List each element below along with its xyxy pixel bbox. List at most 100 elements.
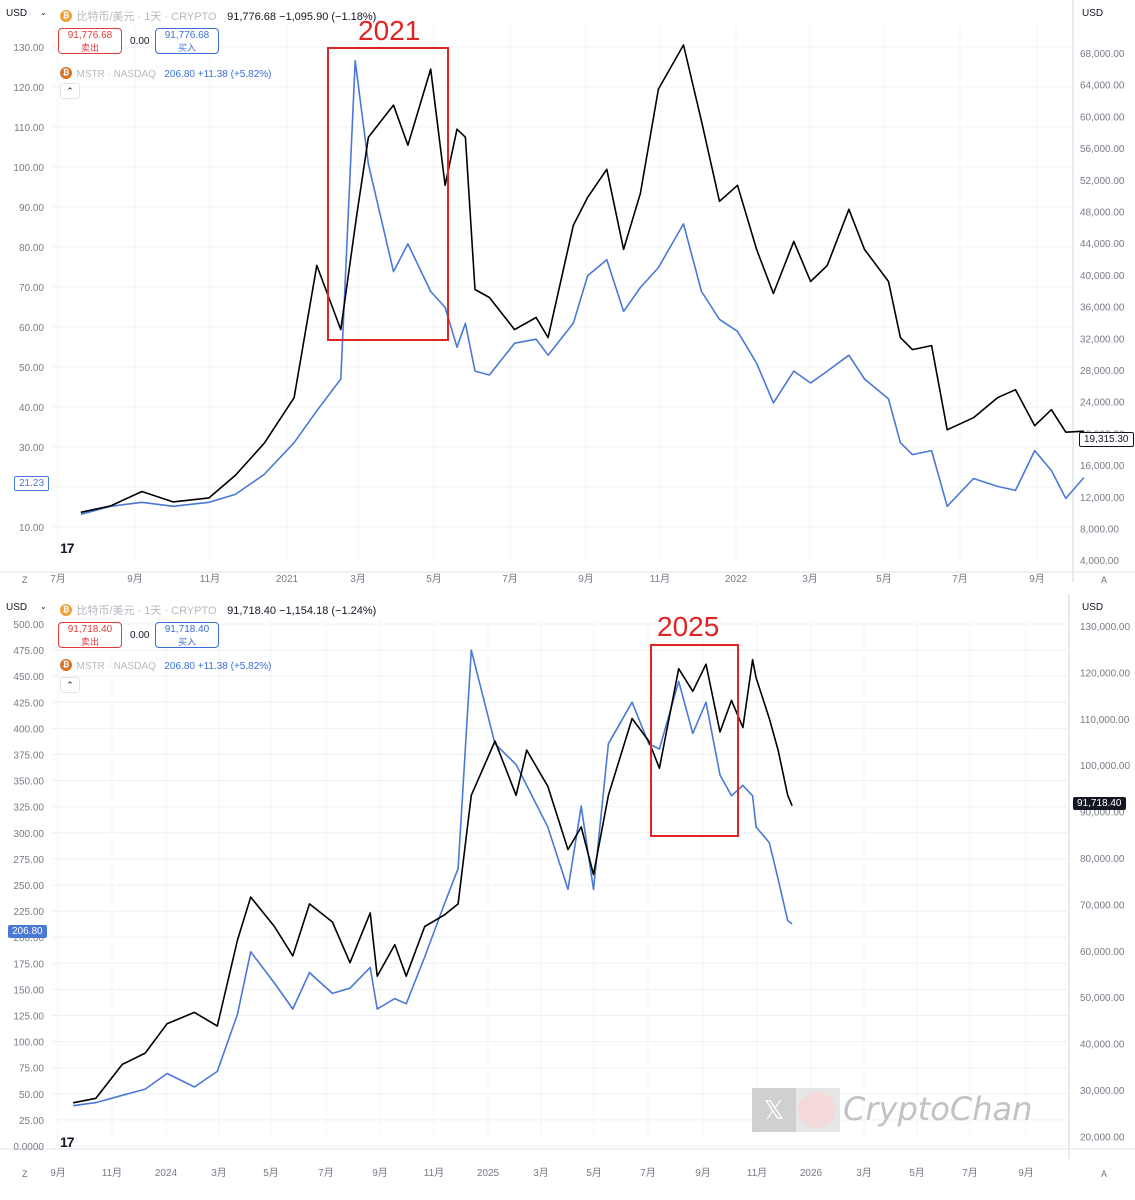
time-axis-label: 2026	[800, 1168, 823, 1179]
time-axis-label: 2024	[155, 1168, 178, 1179]
left-axis-tick-label: 250.00	[13, 881, 44, 892]
sell-label: 卖出	[80, 43, 99, 53]
time-axis-label: 9月	[50, 1167, 66, 1179]
compare-symbol-legend[interactable]: ₿ MSTR · NASDAQ 206.80 +11.38 (+5.82%)	[60, 64, 271, 82]
corner-left-button[interactable]: Z	[22, 1169, 28, 1179]
buy-button[interactable]: 91,718.40 买入	[155, 622, 219, 648]
left-axis-tick-label: 75.00	[19, 1064, 44, 1075]
sell-button[interactable]: 91,776.68 卖出	[58, 28, 122, 54]
buy-label: 买入	[177, 637, 196, 647]
time-axis-label: 2025	[477, 1168, 500, 1179]
time-axis-label: 3月	[211, 1167, 227, 1179]
time-axis-label: 9月	[127, 573, 143, 585]
buy-button[interactable]: 91,776.68 买入	[155, 28, 219, 54]
left-axis-tick-label: 500.00	[13, 620, 44, 631]
time-axis-label: 9月	[695, 1167, 711, 1179]
symbol-title[interactable]: 比特币/美元 · 1天 · CRYPTO	[76, 605, 217, 617]
left-axis-tick-label: 300.00	[13, 829, 44, 840]
left-axis-tick-label: 25.00	[19, 1116, 44, 1127]
x-icon: 𝕏	[752, 1088, 796, 1132]
time-axis-label: 3月	[802, 573, 818, 585]
symbol-header: ₿ 比特币/美元 · 1天 · CRYPTO 91,718.40 −1,154.…	[60, 601, 376, 619]
time-axis-label: 11月	[650, 573, 670, 585]
time-axis-label: 2022	[725, 574, 748, 585]
right-axis-tick-label: 80,000.00	[1080, 854, 1125, 865]
watermark-logo: 𝕏	[752, 1088, 840, 1132]
right-axis-tick-label: 60,000.00	[1080, 112, 1125, 123]
time-axis-label: 11月	[424, 1167, 444, 1179]
left-axis-tick-label: 0.0000	[13, 1142, 44, 1153]
time-axis-label: 5月	[586, 1167, 602, 1179]
left-axis-tick-label: 50.00	[19, 363, 44, 374]
sell-button[interactable]: 91,718.40 卖出	[58, 622, 122, 648]
left-axis-tick-label: 450.00	[13, 672, 44, 683]
sell-price: 91,776.68	[67, 30, 113, 41]
highlight-box	[650, 644, 739, 837]
right-axis-tick-label: 64,000.00	[1080, 81, 1125, 92]
time-axis-label: 7月	[50, 573, 66, 585]
highlight-box-label: 2021	[358, 15, 420, 46]
left-axis-tick-label: 350.00	[13, 777, 44, 788]
left-axis-tick-label: 120.00	[13, 83, 44, 94]
time-axis-label: 3月	[856, 1167, 872, 1179]
right-currency-label[interactable]: USD	[1082, 8, 1104, 19]
right-axis-tick-label: 32,000.00	[1080, 334, 1125, 345]
time-axis-label: 7月	[962, 1167, 978, 1179]
right-axis-tick-label: 24,000.00	[1080, 398, 1125, 409]
right-axis-tick-label: 56,000.00	[1080, 144, 1125, 155]
chart-area-2021[interactable]: 130.00 120.00 110.00 100.00 90.00 80.00 70.00 6…	[0, 0, 1135, 594]
left-axis-tick-label: 150.00	[13, 985, 44, 996]
right-axis-tick-label: 8,000.00	[1080, 525, 1119, 536]
left-axis-tick-label: 325.00	[13, 803, 44, 814]
ohlc-readout: 91,718.40 −1,154.18 (−1.24%)	[227, 605, 377, 617]
auto-scale-button[interactable]: A	[1101, 575, 1108, 585]
compare-symbol-values: 206.80 +11.38 (+5.82%)	[164, 661, 272, 672]
ohlc-readout: 91,776.68 −1,095.90 (−1.18%)	[227, 11, 377, 23]
spread-value: 0.00	[130, 630, 150, 641]
corner-left-button[interactable]: Z	[22, 575, 28, 585]
tradingview-logo: 17	[60, 1134, 75, 1150]
left-axis-tick-label: 125.00	[13, 1012, 44, 1023]
compare-symbol-legend[interactable]: ₿ MSTR · NASDAQ 206.80 +11.38 (+5.82%)	[60, 656, 271, 674]
auto-scale-button[interactable]: A	[1101, 1169, 1108, 1179]
sell-label: 卖出	[80, 637, 99, 647]
left-axis-tick-label: 80.00	[19, 243, 44, 254]
chevron-down-icon[interactable]: ⌄	[40, 8, 47, 17]
right-axis-tick-label: 48,000.00	[1080, 208, 1125, 219]
time-axis-label: 11月	[200, 573, 220, 585]
right-axis-tick-label: 60,000.00	[1080, 947, 1125, 958]
left-axis-tick-label: 100.00	[13, 163, 44, 174]
btc-last-price-badge: 19,315.30	[1079, 432, 1134, 447]
chart-panel-2025: 500.00 475.00 450.00 425.00 400.00 375.00 350.…	[0, 594, 1135, 1200]
right-axis-tick-label: 40,000.00	[1080, 1040, 1125, 1051]
time-axis-label: 2021	[276, 574, 299, 585]
buy-label: 买入	[177, 43, 196, 53]
left-currency-label[interactable]: USD	[6, 602, 28, 613]
avatar	[798, 1092, 836, 1128]
left-currency-label[interactable]: USD	[6, 8, 28, 19]
right-axis-tick-label: 16,000.00	[1080, 461, 1125, 472]
right-axis-tick-label: 68,000.00	[1080, 49, 1125, 60]
right-axis-tick-label: 20,000.00	[1080, 1132, 1125, 1143]
time-axis-label: 5月	[426, 573, 442, 585]
symbol-title[interactable]: 比特币/美元 · 1天 · CRYPTO	[76, 11, 217, 23]
left-axis-tick-label: 275.00	[13, 855, 44, 866]
right-axis-tick-label: 30,000.00	[1080, 1086, 1125, 1097]
mstr-price-line	[72, 649, 793, 1107]
sell-price: 91,718.40	[67, 624, 113, 635]
symbol-header: ₿ 比特币/美元 · 1天 · CRYPTO 91,776.68 −1,095.…	[60, 7, 376, 25]
chart-panel-2021: 130.00 120.00 110.00 100.00 90.00 80.00 70.00 6…	[0, 0, 1135, 594]
highlight-box-label: 2025	[657, 611, 719, 642]
mstr-last-price-badge: 206.80	[8, 925, 47, 938]
mstr-icon: ₿	[60, 66, 72, 79]
watermark-text: CryptoChan	[843, 1090, 1033, 1128]
right-currency-label[interactable]: USD	[1082, 602, 1104, 613]
time-axis-label: 9月	[1018, 1167, 1034, 1179]
collapse-legend-button[interactable]: ⌃	[60, 677, 80, 693]
chevron-down-icon[interactable]: ⌄	[40, 602, 47, 611]
chart-area-2025[interactable]: 500.00 475.00 450.00 425.00 400.00 375.00 350.…	[0, 594, 1135, 1200]
collapse-legend-button[interactable]: ⌃	[60, 83, 80, 99]
left-axis-tick-label: 175.00	[13, 959, 44, 970]
left-axis-tick-label: 60.00	[19, 323, 44, 334]
mstr-price-line	[80, 59, 1085, 516]
